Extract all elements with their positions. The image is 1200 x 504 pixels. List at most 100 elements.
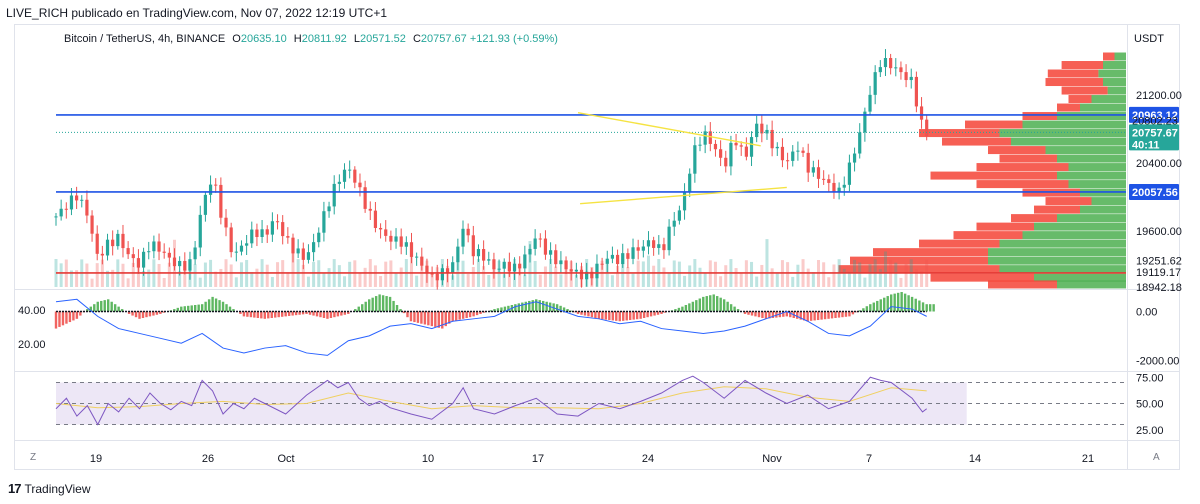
- macd-histogram-bar: [820, 311, 823, 320]
- volume-bar: [121, 263, 125, 287]
- macd-histogram-bar: [274, 311, 277, 318]
- macd-histogram-bar: [615, 311, 618, 321]
- candle-body: [770, 129, 774, 149]
- candle-body: [327, 206, 331, 212]
- volume-bar: [322, 272, 326, 287]
- volume-bar: [605, 261, 609, 287]
- macd-histogram-bar: [413, 311, 416, 323]
- macd-histogram-bar: [635, 311, 639, 320]
- macd-histogram-bar: [736, 309, 740, 312]
- macd-histogram-bar: [775, 311, 778, 318]
- open-label: O: [232, 33, 241, 45]
- candle-body: [538, 238, 542, 240]
- candle-body: [889, 58, 893, 69]
- macd-histogram-bar: [646, 311, 649, 318]
- candle-body: [167, 252, 171, 258]
- volume-bar: [348, 261, 352, 287]
- candle-body: [121, 233, 125, 249]
- candle-body: [75, 195, 79, 201]
- macd-histogram-bar: [381, 295, 385, 312]
- footer: 17 TradingView: [8, 481, 91, 496]
- macd-histogram-bar: [305, 311, 308, 314]
- macd-histogram-bar: [374, 296, 378, 312]
- candle-body: [131, 254, 135, 259]
- candle-body: [708, 131, 712, 144]
- candle-body: [147, 251, 151, 253]
- publish-caption: LIVE_RICH publicado en TradingView.com, …: [6, 6, 387, 20]
- volume-bar: [688, 265, 692, 287]
- candle-body: [208, 184, 213, 195]
- macd-histogram-bar: [910, 296, 914, 312]
- macd-histogram-bar: [107, 299, 110, 312]
- macd-histogram-bar: [461, 311, 465, 319]
- volume-bar: [667, 273, 671, 287]
- candle-body: [719, 149, 723, 158]
- rsi-right-tick: 50.00: [1136, 399, 1164, 411]
- macd-histogram-bar: [813, 311, 816, 321]
- macd-histogram-bar: [583, 311, 587, 316]
- volume-bar: [162, 277, 166, 287]
- volume-bar: [456, 261, 460, 287]
- volume-bar: [131, 262, 135, 287]
- auto-scale-button[interactable]: A: [1153, 452, 1160, 463]
- macd-histogram-bar: [851, 311, 855, 315]
- macd-histogram-bar: [270, 311, 273, 318]
- candle-body: [183, 260, 187, 271]
- volume-profile-up-bar: [999, 129, 1126, 138]
- candle-body: [482, 249, 486, 261]
- macd-histogram-bar: [660, 311, 663, 314]
- volume-bar: [379, 275, 383, 287]
- macd-histogram-bar: [284, 311, 287, 317]
- volume-profile-down-bar: [1068, 95, 1092, 104]
- macd-histogram-bar: [705, 296, 708, 312]
- macd-histogram-bar: [333, 311, 336, 318]
- candle-body: [420, 256, 424, 266]
- price-tick-label: 19251.62: [1136, 255, 1182, 267]
- volume-bar: [219, 268, 223, 287]
- volume-bar: [306, 276, 310, 287]
- macd-histogram-bar: [294, 311, 298, 316]
- time-tick-label: Nov: [762, 453, 782, 465]
- volume-profile-up-bar: [1103, 78, 1126, 87]
- volume-bar: [487, 274, 491, 287]
- macd-histogram-bar: [872, 302, 875, 312]
- macd-histogram-bar: [761, 311, 764, 318]
- macd-histogram-bar: [228, 306, 232, 312]
- zoom-button[interactable]: Z: [30, 452, 37, 463]
- macd-histogram-bar: [569, 310, 573, 312]
- macd-histogram-bar: [211, 296, 214, 312]
- volume-bar: [265, 264, 269, 287]
- candle-body: [883, 58, 888, 68]
- volume-bar: [626, 267, 630, 287]
- macd-histogram-bar: [514, 304, 517, 312]
- volume-bar: [399, 267, 403, 287]
- macd-histogram-bar: [601, 311, 604, 320]
- macd-histogram-bar: [138, 311, 141, 319]
- macd-histogram-bar: [368, 299, 371, 312]
- macd-histogram-bar: [702, 296, 705, 312]
- macd-histogram-bar: [263, 311, 266, 319]
- candle-body: [585, 271, 589, 280]
- candle-body: [502, 261, 506, 269]
- macd-histogram-bar: [340, 311, 343, 316]
- candle-body: [543, 238, 548, 255]
- macd-histogram-bar: [117, 306, 120, 312]
- rsi-right-tick: 25.00: [1136, 425, 1164, 437]
- volume-bar: [734, 268, 738, 287]
- macd-histogram-bar: [249, 311, 253, 318]
- macd-histogram-bar: [604, 311, 608, 320]
- volume-bar: [327, 268, 331, 287]
- macd-histogram-bar: [61, 311, 65, 326]
- volume-bar: [652, 265, 656, 287]
- macd-histogram-bar: [72, 311, 75, 321]
- candle-body: [193, 247, 197, 260]
- macd-histogram-bar: [827, 311, 830, 319]
- volume-bar: [786, 262, 790, 287]
- macd-histogram-bar: [688, 303, 691, 312]
- macd-histogram-bar: [858, 310, 862, 312]
- macd-histogram-bar: [503, 306, 507, 312]
- volume-bar: [899, 277, 903, 287]
- volume-bar: [858, 262, 862, 287]
- candle-body: [239, 245, 244, 252]
